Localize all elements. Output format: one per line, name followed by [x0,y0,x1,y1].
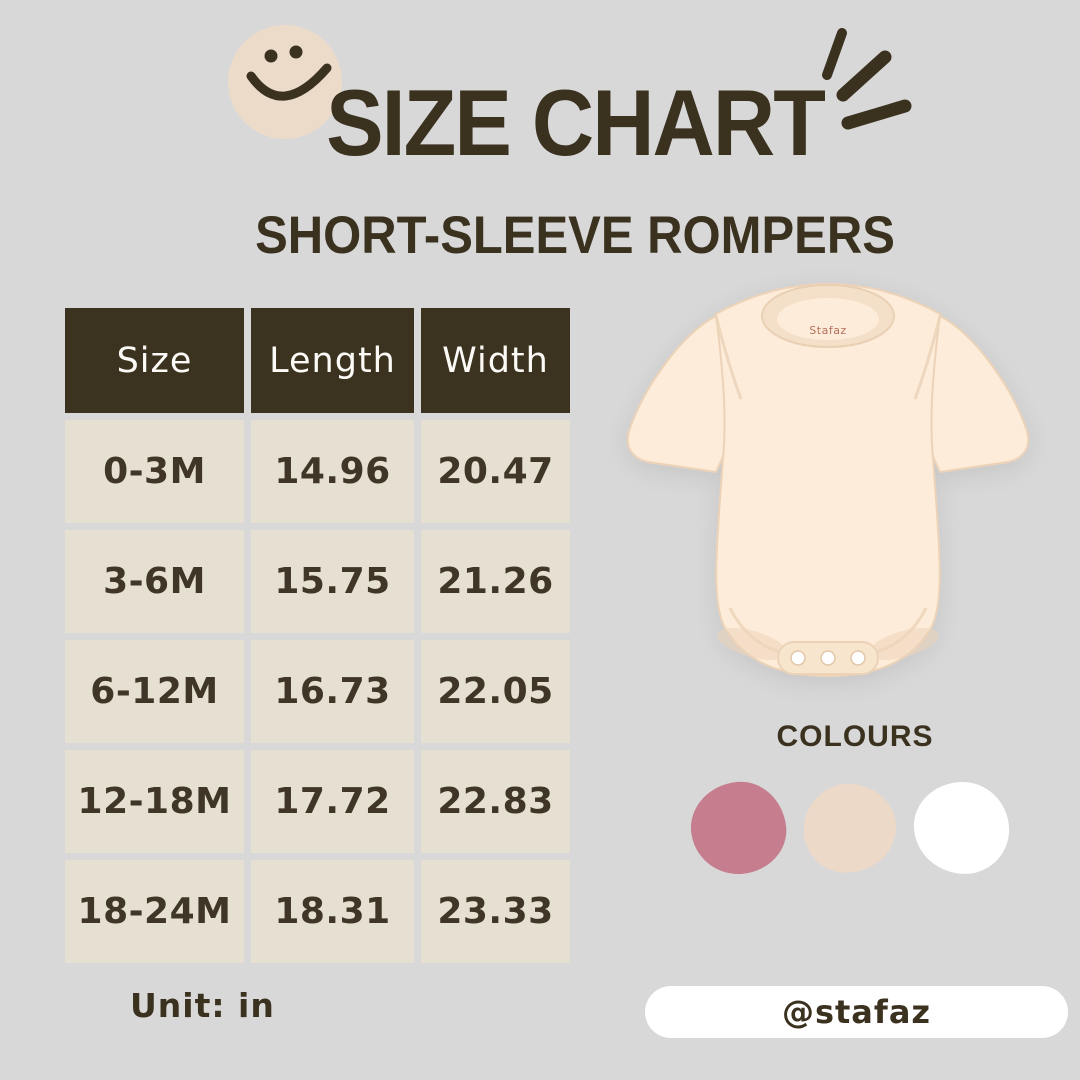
smiley-face-icon [228,25,342,139]
table-cell: 17.72 [251,750,414,853]
colour-swatch-pink [686,777,791,879]
handle-pill: @stafaz [645,986,1068,1038]
romper-body [714,282,942,678]
table-cell: 22.05 [421,640,570,743]
table-cell: 21.26 [421,530,570,633]
colour-swatch-beige [800,779,900,877]
unit-note: Unit: in [130,986,275,1025]
table-cell: 23.33 [421,860,570,963]
table-cell: 18.31 [251,860,414,963]
col-header-size: Size [65,308,244,413]
table-cell: 15.75 [251,530,414,633]
table-cell: 6-12M [65,640,244,743]
snap-button [820,650,836,666]
sparkle-dashes-icon [822,28,912,130]
table-cell: 12-18M [65,750,244,853]
snap-button [850,650,866,666]
col-header-length: Length [251,308,414,413]
table-cell: 14.96 [251,420,414,523]
neck-tag-label: Stafaz [809,324,846,337]
neck-opening [777,298,879,340]
table-cell: 18-24M [65,860,244,963]
romper-product-photo: Stafaz [626,282,1030,678]
col-header-width: Width [421,308,570,413]
table-cell: 3-6M [65,530,244,633]
colours-heading: COLOURS [776,720,934,753]
page-subtitle: SHORT-SLEEVE ROMPERS [255,205,895,265]
table-cell: 22.83 [421,750,570,853]
table-cell: 16.73 [251,640,414,743]
page-title: SIZE CHART [326,70,826,175]
table-cell: 20.47 [421,420,570,523]
colour-swatch-white [911,779,1012,877]
table-cell: 0-3M [65,420,244,523]
snap-button [790,650,806,666]
colour-swatches [686,777,1012,879]
size-table: Size Length Width 0-3M 14.96 20.47 3-6M … [65,308,570,963]
handle-text: @stafaz [781,993,932,1031]
